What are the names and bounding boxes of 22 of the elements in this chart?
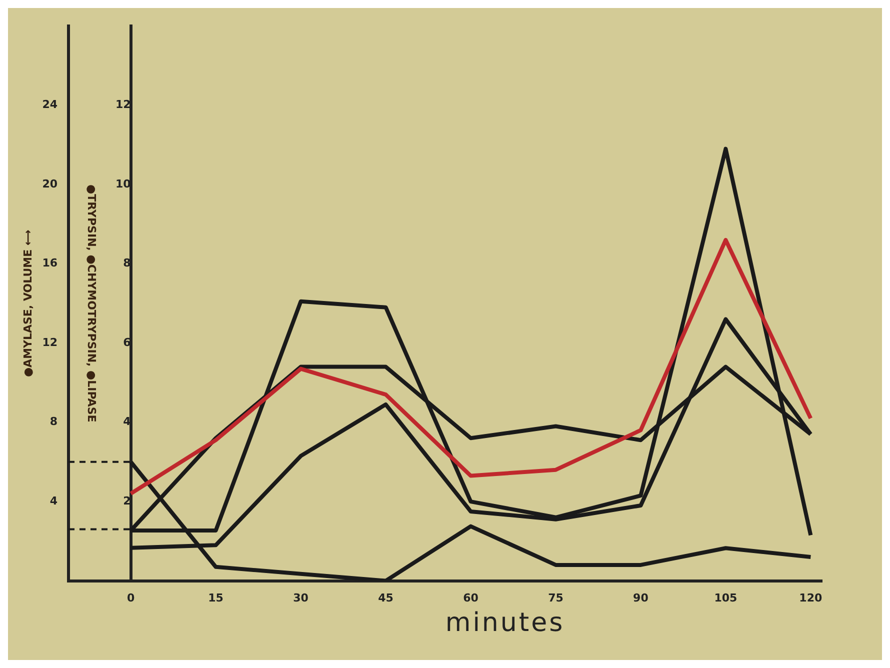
y2-tick-label: 12 [42, 336, 58, 349]
y-tick-label: 6 [123, 336, 132, 349]
x-tick-label: 0 [127, 591, 135, 604]
x-tick-label: 60 [463, 591, 479, 604]
x-tick-label: 15 [208, 591, 224, 604]
y-tick-label: 10 [116, 177, 132, 190]
y2-tick-label: 24 [42, 98, 58, 112]
y2-tick-label: 8 [50, 415, 58, 428]
x-tick-label: 30 [293, 591, 309, 604]
x-tick-label: 75 [548, 591, 564, 604]
y2-tick-label: 20 [42, 177, 58, 190]
x-tick-label: 120 [799, 591, 822, 604]
x-tick-label: 90 [633, 591, 649, 604]
y2-tick-label: 4 [50, 494, 58, 508]
x-tick-label: 105 [714, 591, 738, 604]
x-axis-title: minutes [444, 608, 566, 638]
x-tick-label: 45 [378, 591, 394, 604]
y-tick-label: 2 [123, 494, 131, 508]
y2-tick-label: 16 [42, 256, 58, 270]
y-tick-label: 12 [116, 98, 131, 112]
y2-axis-title: ●AMYLASE, VOLUME ⟷ [21, 230, 34, 378]
y-axis-title: ●TRYPSIN, ●CHYMOTRYPSIN, ●LIPASE [85, 184, 98, 422]
